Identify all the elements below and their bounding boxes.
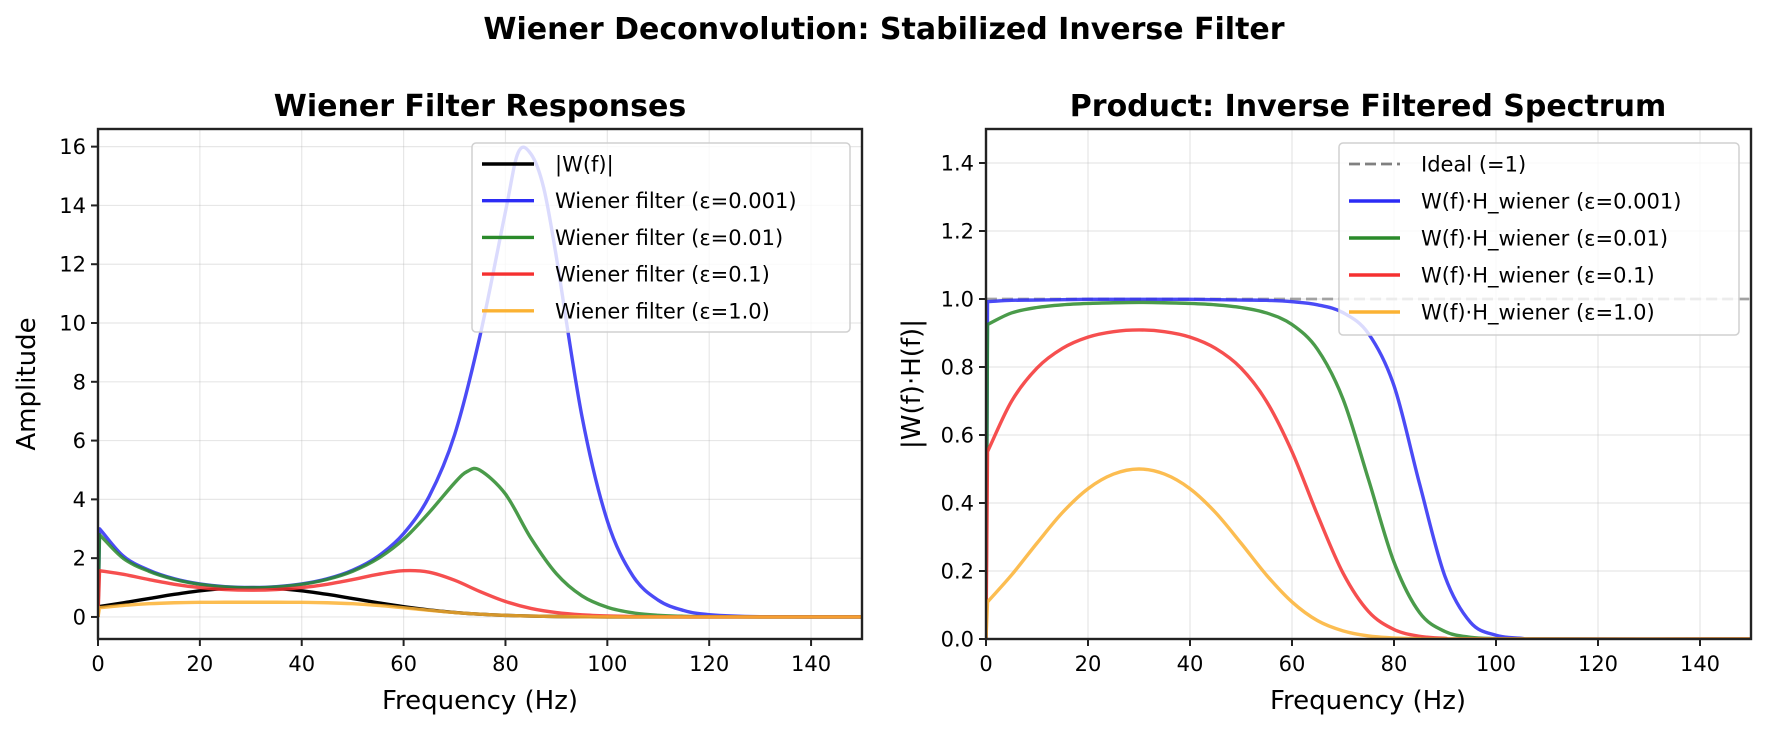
- x-tick-label: 0: [979, 652, 992, 676]
- series-line-2: [986, 300, 1751, 639]
- right-chart-x-ticks: 0 20 40 60 80 100 120 140: [979, 639, 1720, 676]
- legend-label-2: W(f)·H_wiener (ε=0.01): [1421, 227, 1668, 252]
- y-tick-label: 10: [59, 312, 86, 336]
- x-tick-label: 0: [91, 652, 104, 676]
- y-tick-label: 1.2: [941, 220, 974, 244]
- x-tick-label: 40: [288, 652, 315, 676]
- x-tick-label: 20: [1075, 652, 1102, 676]
- x-tick-label: 40: [1177, 652, 1204, 676]
- legend-label-4: W(f)·H_wiener (ε=1.0): [1421, 301, 1655, 326]
- legend-label-3: Wiener filter (ε=0.1): [555, 263, 770, 287]
- right-chart-y-ticks: 0.0 0.2 0.4 0.6 0.8 1.0 1.2 1.4: [941, 152, 986, 652]
- x-tick-label: 80: [1381, 652, 1408, 676]
- y-tick-label: 0.0: [941, 628, 974, 652]
- left-chart-frame: [96, 127, 864, 641]
- left-chart-legend: |W(f)| Wiener filter (ε=0.001) Wiener filt…: [471, 142, 851, 333]
- x-tick-label: 60: [1279, 652, 1306, 676]
- left-chart-lines: [98, 145, 862, 619]
- x-tick-label: 140: [791, 652, 831, 676]
- y-tick-label: 4: [73, 488, 86, 512]
- x-tick-label: 20: [186, 652, 213, 676]
- series-line-4: [98, 600, 862, 619]
- x-tick-label: 120: [689, 652, 729, 676]
- series-line-3: [98, 568, 862, 619]
- x-tick-label: 60: [390, 652, 417, 676]
- legend-label-1: Wiener filter (ε=0.001): [555, 189, 797, 213]
- y-tick-label: 0.2: [941, 560, 974, 584]
- y-tick-label: 2: [73, 547, 86, 571]
- right-chart-legend: Ideal (=1) W(f)·H_wiener (ε=0.001) W(f)·H_…: [1338, 142, 1740, 336]
- series-line-1: [986, 297, 1751, 639]
- legend-box: [471, 142, 851, 333]
- right-chart: Product: Inverse Filtered Spectrum 0 20 40…: [897, 89, 1753, 716]
- y-tick-label: 8: [73, 370, 86, 394]
- y-tick-label: 12: [59, 253, 86, 277]
- x-tick-label: 80: [492, 652, 519, 676]
- legend-label-1: W(f)·H_wiener (ε=0.001): [1421, 190, 1681, 215]
- figure-suptitle: Wiener Deconvolution: Stabilized Inverse…: [483, 12, 1284, 47]
- right-chart-frame: [984, 127, 1753, 641]
- y-tick-label: 0.8: [941, 356, 974, 380]
- legend-box: [1338, 142, 1740, 336]
- left-chart-x-ticks: 0 20 40 60 80 100 120 140: [91, 639, 831, 676]
- right-chart-x-label: Frequency (Hz): [1270, 686, 1466, 716]
- x-tick-label: 120: [1578, 652, 1618, 676]
- x-tick-label: 140: [1680, 652, 1720, 676]
- left-chart-title: Wiener Filter Responses: [274, 89, 686, 124]
- right-chart-title: Product: Inverse Filtered Spectrum: [1070, 89, 1666, 124]
- legend-label-4: Wiener filter (ε=1.0): [555, 299, 770, 323]
- legend-label-3: W(f)·H_wiener (ε=0.1): [1421, 264, 1655, 289]
- x-tick-label: 100: [587, 652, 627, 676]
- left-chart: Wiener Filter Responses 0 20 40 60 80 100 120 1…: [12, 89, 864, 716]
- legend-label-0: |W(f)|: [555, 153, 614, 178]
- right-chart-y-label: |W(f)·H(f)|: [897, 319, 927, 449]
- left-chart-x-label: Frequency (Hz): [382, 686, 578, 716]
- x-tick-label: 100: [1476, 652, 1516, 676]
- y-tick-label: 16: [59, 135, 86, 159]
- y-tick-label: 1.0: [941, 288, 974, 312]
- left-chart-y-label: Amplitude: [12, 317, 42, 450]
- left-chart-y-ticks: 0 2 4 6 8 10 12 14 16: [59, 135, 98, 629]
- y-tick-label: 0.4: [941, 492, 974, 516]
- legend-label-0: Ideal (=1): [1421, 153, 1526, 177]
- legend-label-2: Wiener filter (ε=0.01): [555, 226, 783, 250]
- series-line-2: [98, 466, 862, 619]
- right-chart-lines: [986, 297, 1751, 639]
- y-tick-label: 1.4: [941, 152, 974, 176]
- y-tick-label: 0: [73, 605, 86, 629]
- y-tick-label: 0.6: [941, 424, 974, 448]
- y-tick-label: 14: [59, 194, 86, 218]
- y-tick-label: 6: [73, 429, 86, 453]
